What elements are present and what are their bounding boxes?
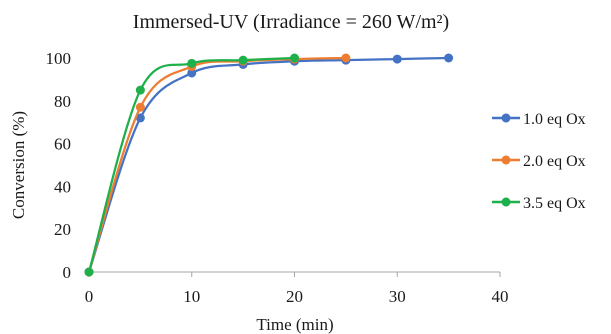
x-axis-label: Time (min) — [256, 315, 333, 334]
data-point — [135, 113, 145, 123]
series-line — [87, 56, 449, 273]
series-3 — [84, 53, 299, 277]
x-axis-ticks: 0 10 20 30 40 — [85, 272, 509, 306]
y-tick-label: 60 — [54, 135, 71, 154]
legend-label: 2.0 eq Ox — [523, 153, 586, 170]
y-tick-label: 20 — [54, 220, 71, 239]
legend-item-1: 1.0 eq Ox — [492, 111, 586, 128]
series-line — [87, 56, 346, 273]
y-tick-label: 40 — [54, 177, 71, 196]
legend-label: 1.0 eq Ox — [523, 111, 586, 128]
x-tick-label: 20 — [286, 287, 303, 306]
y-tick-label: 80 — [54, 92, 71, 111]
x-tick-label: 30 — [389, 287, 406, 306]
series-layer — [84, 53, 454, 277]
data-point — [290, 53, 299, 63]
chart-title: Immersed-UV (Irradiance = 260 W/m²) — [133, 11, 449, 33]
x-tick-label: 10 — [183, 287, 200, 306]
data-point — [187, 68, 197, 78]
legend: 1.0 eq Ox 2.0 eq Ox 3.5 eq Ox — [492, 111, 586, 212]
y-tick-label: 100 — [46, 49, 72, 68]
x-tick-label: 40 — [492, 287, 509, 306]
legend-marker — [501, 197, 511, 207]
x-tick-label: 0 — [85, 287, 94, 306]
data-point — [444, 53, 454, 63]
data-point — [187, 58, 197, 68]
data-point — [238, 55, 248, 65]
y-tick-label: 0 — [63, 263, 72, 282]
series-line — [87, 56, 295, 273]
legend-label: 3.5 eq Ox — [523, 195, 586, 212]
data-point — [341, 53, 351, 63]
data-point — [392, 54, 402, 64]
y-axis-ticks: 0 20 40 60 80 100 — [46, 49, 72, 282]
data-point — [135, 102, 145, 112]
data-point — [135, 85, 145, 95]
legend-marker — [501, 155, 511, 165]
legend-item-3: 3.5 eq Ox — [492, 195, 586, 212]
y-axis-label: Conversion (%) — [9, 111, 28, 219]
legend-item-2: 2.0 eq Ox — [492, 153, 586, 170]
legend-marker — [501, 113, 511, 123]
series-2 — [84, 53, 351, 277]
data-point — [84, 267, 94, 277]
